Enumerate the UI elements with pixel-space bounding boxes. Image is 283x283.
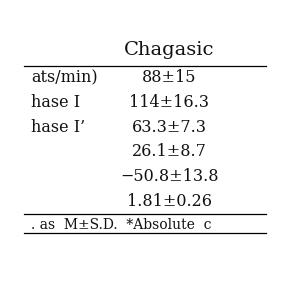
Text: hase I: hase I (31, 94, 80, 111)
Text: 88±15: 88±15 (142, 69, 196, 86)
Text: 26.1±8.7: 26.1±8.7 (132, 143, 207, 160)
Text: 1.81±0.26: 1.81±0.26 (127, 193, 212, 210)
Text: −50.8±13.8: −50.8±13.8 (120, 168, 218, 185)
Text: Chagasic: Chagasic (124, 41, 215, 59)
Text: 63.3±7.3: 63.3±7.3 (132, 119, 207, 136)
Text: ats/min): ats/min) (31, 69, 98, 86)
Text: hase I’: hase I’ (31, 119, 85, 136)
Text: 114±16.3: 114±16.3 (129, 94, 209, 111)
Text: . as  M±S.D.  *Absolute  c: . as M±S.D. *Absolute c (31, 218, 211, 231)
